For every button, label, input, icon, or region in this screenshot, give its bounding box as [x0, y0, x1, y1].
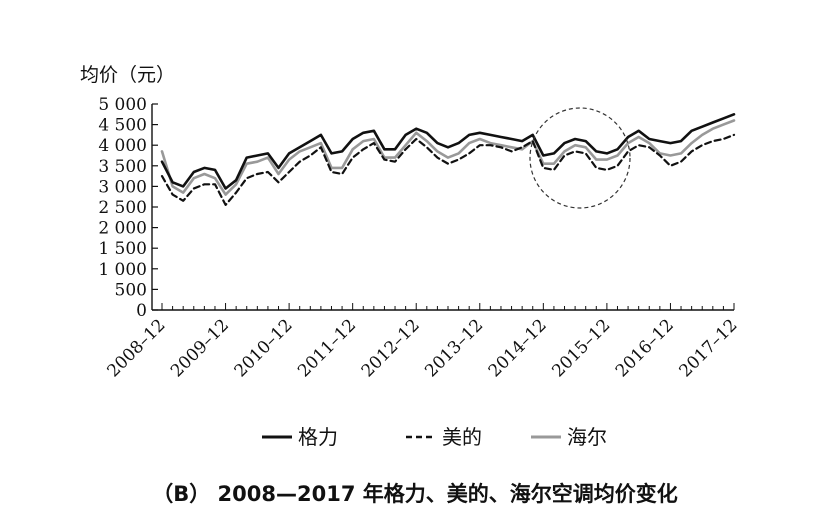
y-axis-label: 均价（元） [80, 64, 175, 86]
chart-caption: （B） 2008—2017 年格力、美的、海尔空调均价变化 [152, 482, 678, 506]
x-tick-label: 2017–12 [675, 315, 741, 381]
series-line-1 [160, 133, 736, 206]
y-tick-label: 4 000 [98, 136, 147, 156]
legend-label: 美的 [442, 425, 482, 449]
series-layer [160, 113, 736, 206]
y-tick-label: 2 000 [98, 219, 147, 239]
y-tick-label: 4 500 [98, 116, 147, 136]
y-tick-label: 1 000 [98, 260, 147, 280]
x-tick-label: 2014–12 [485, 315, 551, 381]
x-axis: 2008–122009–122010–122011–122012–122013–… [103, 303, 742, 381]
x-tick-label: 2008–12 [103, 315, 169, 381]
x-tick-label: 2009–12 [167, 315, 233, 381]
x-tick-label: 2016–12 [612, 315, 678, 381]
y-tick-label: 500 [115, 280, 147, 300]
x-tick-label: 2013–12 [421, 315, 487, 381]
legend-label: 格力 [298, 425, 338, 449]
y-tick-label: 3 500 [98, 157, 147, 177]
highlight-circle [529, 107, 631, 209]
legend-label: 海尔 [567, 425, 607, 449]
x-tick-label: 2015–12 [548, 315, 614, 381]
x-tick-label: 2012–12 [358, 315, 424, 381]
y-tick-label: 2 500 [98, 198, 147, 218]
legend: 格力 美的 海尔 [262, 425, 607, 449]
x-tick-label: 2010–12 [231, 315, 297, 381]
y-tick-label: 0 [136, 301, 147, 321]
y-tick-label: 5 000 [98, 95, 147, 115]
x-tick-label: 2011–12 [294, 315, 360, 381]
series-line-2 [160, 119, 736, 196]
y-tick-label: 1 500 [98, 239, 147, 259]
series-line-0 [160, 113, 736, 190]
y-tick-label: 3 000 [98, 177, 147, 197]
